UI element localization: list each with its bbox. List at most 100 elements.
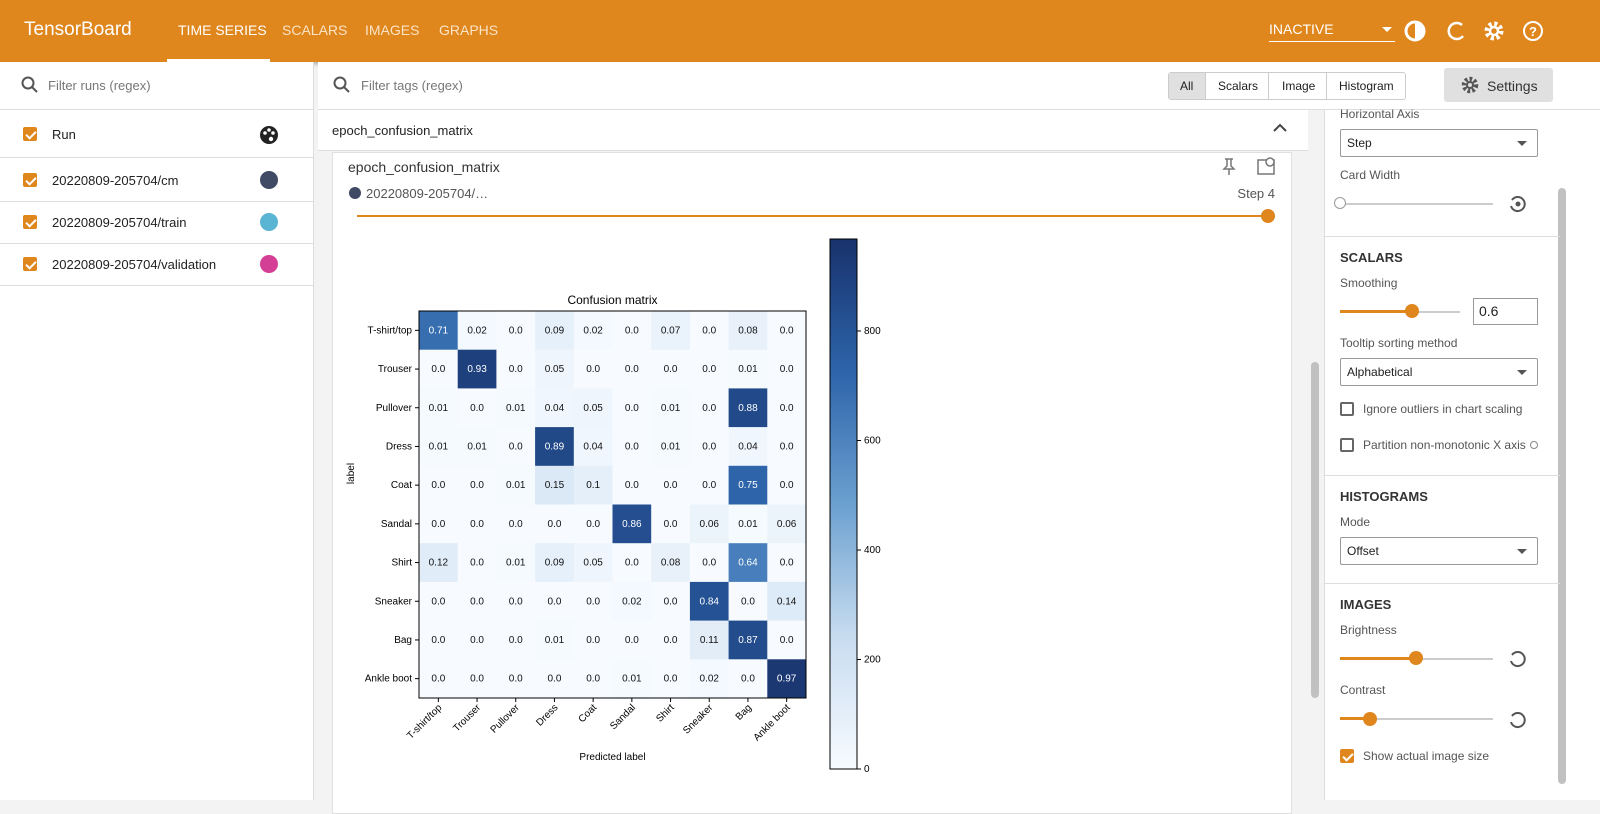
cell-label: 0.0 [702, 441, 716, 452]
separator [1268, 73, 1269, 99]
reset-icon[interactable] [1510, 651, 1526, 668]
help-icon-mark: ? [1529, 24, 1537, 39]
cell-label: 0.0 [470, 519, 484, 530]
run-checkbox[interactable] [23, 215, 37, 229]
select-all-checkbox[interactable] [23, 127, 37, 141]
matrix-cell [535, 504, 575, 544]
run-color[interactable] [260, 171, 278, 189]
cell-label: 0.0 [741, 674, 755, 685]
smoothing-label: Smoothing [1340, 276, 1398, 290]
group-header[interactable] [318, 110, 1308, 151]
contrast-knob[interactable] [1363, 712, 1377, 726]
tab-indicator [167, 59, 270, 62]
settings-icon[interactable] [1484, 21, 1504, 41]
scrollbar[interactable] [1558, 188, 1566, 784]
matrix-cell [612, 659, 652, 699]
tooltip-select[interactable]: Alphabetical [1340, 358, 1538, 386]
cell-label: 0.08 [661, 558, 681, 569]
info-icon[interactable] [1530, 441, 1538, 449]
tab[interactable]: GRAPHS [439, 22, 499, 38]
cell-label: 0.0 [470, 558, 484, 569]
actual-size-label: Show actual image size [1363, 749, 1490, 763]
reload-icon[interactable] [1447, 21, 1464, 41]
run-checkbox[interactable] [23, 173, 37, 187]
checkbox[interactable] [1340, 438, 1354, 452]
runs-filter[interactable]: Filter runs (regex) [48, 78, 151, 93]
type-button[interactable]: Histogram [1339, 79, 1394, 93]
run-color[interactable] [260, 213, 278, 231]
matrix-cell [496, 465, 536, 505]
checkbox[interactable] [1340, 749, 1354, 763]
matrix-cell [612, 465, 652, 505]
cell-label: 0.0 [625, 364, 639, 375]
brightness-knob[interactable] [1409, 651, 1423, 665]
image-icon-lens [1265, 157, 1275, 167]
cell-label: 0.0 [586, 519, 600, 530]
run-checkbox[interactable] [23, 257, 37, 271]
card-width-knob[interactable] [1334, 197, 1346, 209]
smoothing-input[interactable]: 0.6 [1473, 298, 1538, 325]
cell-label: 0.0 [664, 596, 678, 607]
cell-label: 0.0 [702, 403, 716, 414]
x-tick-label: T-shirt/top [405, 702, 445, 742]
type-button[interactable]: All [1180, 79, 1194, 93]
cell-label: 0.0 [509, 596, 523, 607]
cell-label: 0.0 [664, 635, 678, 646]
matrix-cell [767, 388, 807, 428]
dropdown-arrow [1382, 27, 1392, 37]
scrollbar[interactable] [1311, 362, 1319, 698]
matrix-cell [728, 465, 768, 505]
pin-icon[interactable] [1222, 158, 1236, 175]
matrix-cell [612, 504, 652, 544]
matrix-cell [728, 427, 768, 467]
cell-label: 0.07 [661, 325, 681, 336]
cell-label: 0.01 [661, 403, 681, 414]
matrix-cell [612, 543, 652, 583]
card-width-label: Card Width [1340, 168, 1401, 182]
horizontal-axis-select[interactable]: Step [1340, 129, 1538, 157]
cell-label: 0.01 [661, 441, 681, 452]
matrix-cell [728, 311, 768, 350]
y-tick-label: Coat [391, 480, 412, 491]
matrix-cell [496, 581, 536, 621]
step-slider-knob[interactable] [1261, 209, 1275, 223]
settings-button[interactable] [1444, 68, 1553, 102]
smoothing-knob[interactable] [1405, 304, 1419, 318]
contrast-slider[interactable] [1340, 718, 1493, 720]
matrix-cell [573, 349, 613, 389]
step-slider-track[interactable] [357, 215, 1268, 217]
tab[interactable]: TIME SERIES [178, 22, 267, 38]
matrix-cell [728, 620, 768, 660]
tab[interactable]: SCALARS [282, 22, 348, 38]
matrix-cell [728, 543, 768, 583]
tags-filter[interactable]: Filter tags (regex) [361, 78, 463, 93]
cell-label: 0.05 [583, 403, 603, 414]
reset-icons [1510, 196, 1526, 729]
matrix-cell [535, 620, 575, 660]
collapse-icon[interactable] [1272, 122, 1288, 134]
matrix-cell [573, 388, 613, 428]
search-icon [333, 76, 350, 93]
matrix-cell [419, 504, 458, 544]
separator [0, 157, 313, 158]
cell-label: 0.0 [780, 635, 794, 646]
matrix-cell [457, 620, 497, 660]
mode-select[interactable]: Offset [1340, 537, 1538, 565]
help-icon[interactable] [1523, 21, 1543, 41]
card-width-slider[interactable] [1340, 203, 1493, 205]
reset-icon[interactable] [1510, 712, 1526, 729]
matrix-cell [651, 659, 691, 699]
tab[interactable]: IMAGES [365, 22, 420, 38]
status-dropdown[interactable]: INACTIVE [1269, 21, 1334, 37]
run-color[interactable] [260, 255, 278, 273]
tooltip-label: Tooltip sorting method [1340, 336, 1458, 350]
checkbox[interactable] [1340, 402, 1354, 416]
run-name: 20220809-205704/train [52, 215, 187, 230]
type-selected [1169, 73, 1205, 99]
type-button[interactable]: Image [1282, 79, 1316, 93]
type-button[interactable]: Scalars [1218, 79, 1259, 93]
reset-icon[interactable] [1510, 196, 1526, 213]
matrix-cell [651, 349, 691, 389]
colorbar-tick-label: 0 [864, 764, 870, 775]
palette-icon[interactable] [258, 124, 280, 146]
